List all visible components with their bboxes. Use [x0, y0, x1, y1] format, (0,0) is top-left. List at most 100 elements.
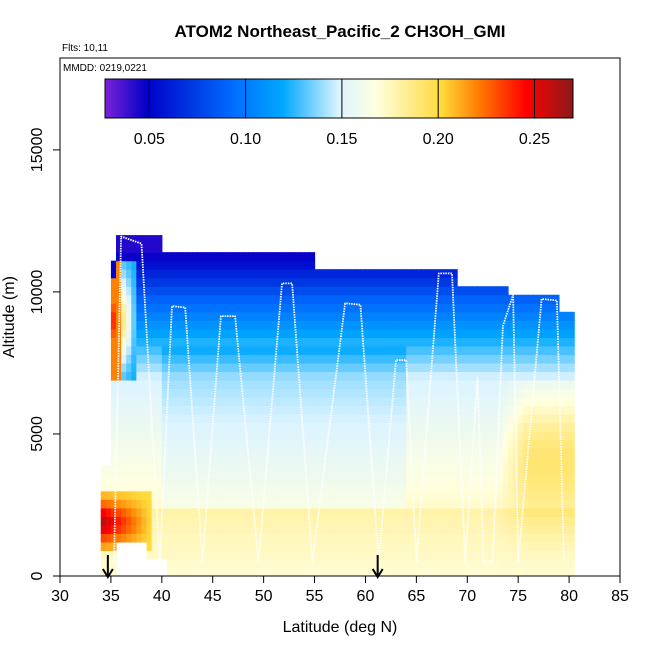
- heatmap-cell: [452, 294, 458, 304]
- heatmap-cell: [299, 490, 305, 500]
- heatmap-cell: [268, 507, 275, 517]
- heatmap-cell: [136, 362, 143, 373]
- heatmap-cell: [548, 550, 555, 560]
- heatmap-cell: [390, 422, 397, 432]
- heatmap-cell: [131, 337, 137, 347]
- heatmap-cell: [518, 320, 524, 330]
- heatmap-cell: [253, 269, 260, 279]
- heatmap-cell: [365, 388, 372, 398]
- heatmap-cell: [289, 431, 295, 441]
- heatmap-cell: [166, 260, 173, 270]
- heatmap-cell: [182, 473, 188, 483]
- heatmap-cell: [421, 354, 428, 364]
- heatmap-cell: [452, 371, 458, 381]
- heatmap-cell: [487, 337, 494, 347]
- heatmap-cell: [299, 362, 305, 373]
- heatmap-cell: [284, 405, 290, 415]
- heatmap-cell: [309, 541, 316, 552]
- heatmap-cell: [380, 456, 387, 466]
- heatmap-cell: [502, 397, 509, 407]
- heatmap-cell: [238, 269, 244, 279]
- heatmap-cell: [380, 354, 387, 364]
- heatmap-cell: [487, 311, 494, 321]
- heatmap-cell: [487, 362, 494, 373]
- heatmap-cell: [477, 431, 484, 441]
- heatmap-cell: [431, 499, 438, 509]
- heatmap-cell: [161, 422, 168, 432]
- heatmap-cell: [523, 516, 529, 526]
- heatmap-cell: [385, 371, 392, 381]
- heatmap-cell: [558, 414, 565, 424]
- heatmap-cell: [172, 414, 178, 424]
- heatmap-cell: [421, 465, 428, 475]
- heatmap-cell: [207, 448, 214, 458]
- heatmap-cell: [385, 337, 392, 347]
- heatmap-cell: [126, 252, 132, 262]
- heatmap-cell: [457, 516, 463, 526]
- flights-label: Flts: 10,11: [62, 43, 108, 54]
- heatmap-cell: [202, 558, 209, 569]
- heatmap-cell: [309, 473, 316, 483]
- heatmap-cell: [146, 422, 153, 432]
- heatmap-cell: [141, 448, 148, 458]
- heatmap-cell: [350, 362, 356, 373]
- heatmap-cell: [502, 328, 509, 338]
- heatmap-cell: [421, 439, 428, 449]
- heatmap-cell: [462, 431, 468, 441]
- heatmap-cell: [273, 379, 280, 390]
- heatmap-cell: [533, 473, 540, 483]
- heatmap-cell: [233, 533, 239, 543]
- heatmap-cell: [431, 388, 438, 398]
- heatmap-cell: [345, 277, 351, 287]
- heatmap-cell: [513, 337, 519, 347]
- heatmap-cell: [319, 567, 326, 576]
- heatmap-cell: [309, 252, 316, 262]
- heatmap-cell: [513, 320, 519, 330]
- heatmap-cell: [553, 516, 560, 526]
- heatmap-cell: [411, 320, 417, 330]
- heatmap-cell: [177, 507, 183, 517]
- heatmap-cell: [340, 337, 346, 347]
- heatmap-cell: [385, 397, 392, 407]
- heatmap-cell: [121, 379, 127, 390]
- heatmap-cell: [436, 567, 443, 576]
- heatmap-cell: [492, 558, 499, 569]
- heatmap-cell: [538, 482, 545, 492]
- heatmap-cell: [146, 243, 153, 253]
- heatmap-cell: [472, 465, 479, 475]
- heatmap-cell: [543, 320, 550, 330]
- heatmap-cell: [375, 490, 382, 500]
- heatmap-cell: [207, 397, 214, 407]
- heatmap-cell: [182, 328, 188, 338]
- heatmap-cell: [564, 524, 570, 534]
- heatmap-cell: [187, 320, 193, 330]
- heatmap-cell: [136, 533, 143, 543]
- heatmap-cell: [523, 328, 529, 338]
- heatmap-cell: [319, 277, 326, 287]
- heatmap-cell: [121, 524, 127, 534]
- heatmap-cell: [202, 388, 209, 398]
- heatmap-cell: [187, 388, 193, 398]
- heatmap-cell: [411, 371, 417, 381]
- heatmap-cell: [156, 260, 163, 270]
- heatmap-cell: [319, 465, 326, 475]
- heatmap-cell: [217, 260, 224, 270]
- heatmap-cell: [380, 448, 387, 458]
- heatmap-cell: [146, 490, 153, 500]
- heatmap-cell: [319, 311, 326, 321]
- heatmap-cell: [243, 422, 249, 432]
- arrows: [102, 555, 384, 579]
- heatmap-cell: [543, 541, 550, 552]
- heatmap-cell: [309, 422, 316, 432]
- heatmap-cell: [243, 533, 249, 543]
- heatmap-cell: [126, 294, 132, 304]
- heatmap-cell: [502, 473, 509, 483]
- heatmap-cell: [238, 405, 244, 415]
- heatmap-cell: [192, 490, 199, 500]
- heatmap-cell: [187, 516, 193, 526]
- heatmap-cell: [116, 337, 122, 347]
- heatmap-cell: [396, 422, 402, 432]
- heatmap-cell: [477, 294, 484, 304]
- heatmap-cell: [121, 448, 127, 458]
- heatmap-cell: [416, 345, 423, 356]
